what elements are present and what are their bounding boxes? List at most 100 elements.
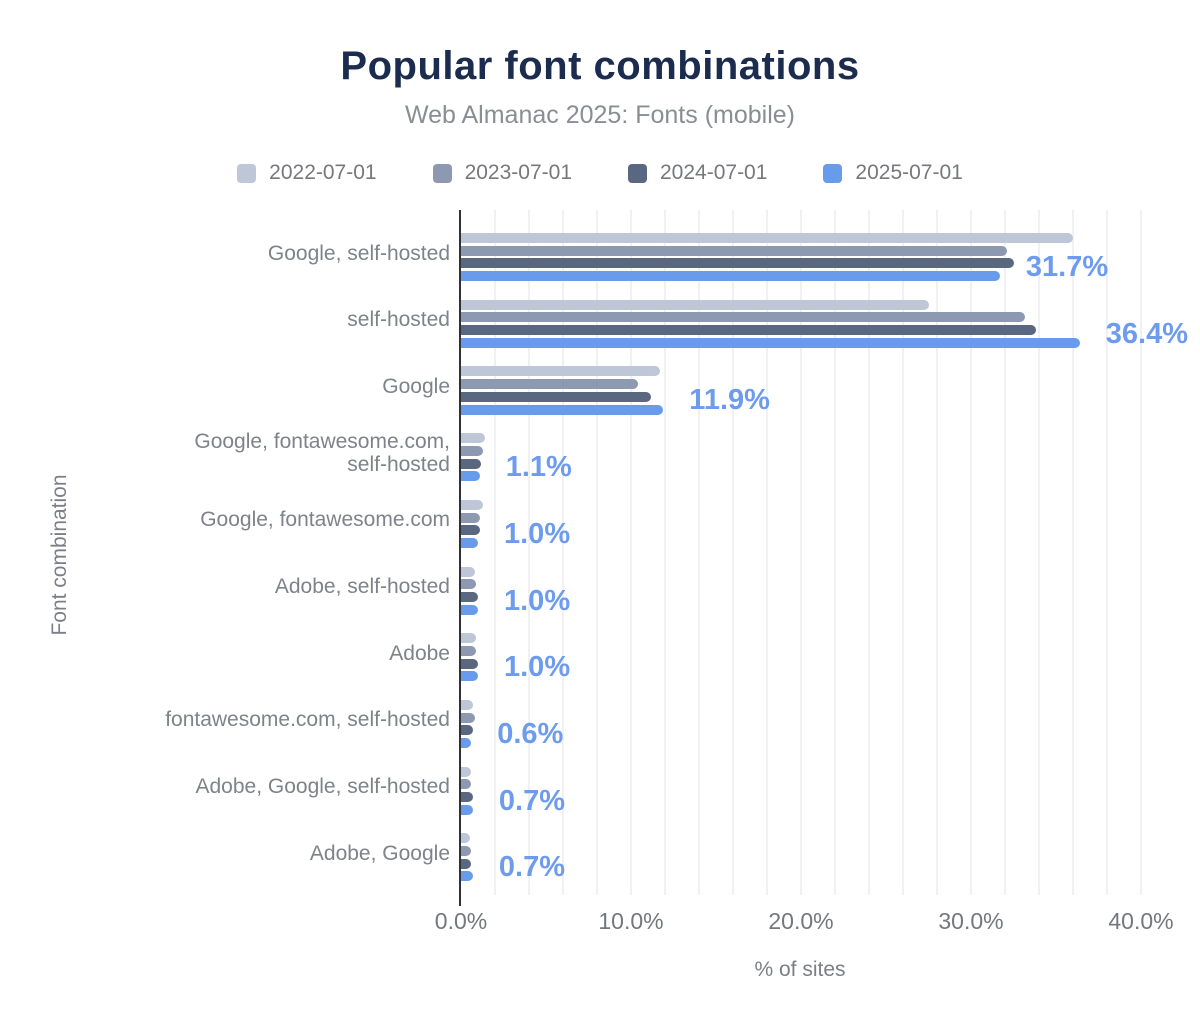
gridline <box>1038 210 1040 895</box>
legend-swatch-icon <box>237 163 257 183</box>
value-label: 36.4% <box>1105 317 1189 350</box>
value-label: 31.7% <box>1025 251 1109 283</box>
gridline <box>664 210 666 895</box>
gridline <box>630 210 632 895</box>
x-tick-label: 30.0% <box>938 908 1004 934</box>
legend-item-2022-07-01: 2022-07-01 <box>237 161 377 185</box>
value-label: 1.0% <box>504 651 571 684</box>
category-label: Google <box>382 374 450 398</box>
legend-item-2025-07-01: 2025-07-01 <box>823 161 963 185</box>
value-label: 1.1% <box>505 451 572 484</box>
value-label: 0.7% <box>498 784 565 817</box>
category-label: Google, self-hosted <box>267 241 450 265</box>
gridline <box>732 210 734 895</box>
value-label: 1.0% <box>504 584 571 617</box>
gridline <box>562 210 564 895</box>
bar-2023-07-01 <box>461 579 477 589</box>
bar-2022-07-01 <box>461 833 470 843</box>
bar-2023-07-01 <box>461 779 472 789</box>
y-axis-line <box>459 210 461 906</box>
bar-2024-07-01 <box>461 859 472 869</box>
bar-2023-07-01 <box>461 646 477 656</box>
bar-2023-07-01 <box>461 246 1007 256</box>
category-label: Adobe, self-hosted <box>274 575 450 598</box>
gridline <box>902 210 904 895</box>
category-label: Google, fontawesome.com <box>200 508 450 532</box>
gridline <box>834 210 836 895</box>
x-tick-label: 40.0% <box>1108 908 1174 934</box>
legend-label: 2025-07-01 <box>855 161 963 184</box>
bar-2022-07-01 <box>461 633 477 643</box>
bar-2022-07-01 <box>461 500 484 510</box>
legend-item-2023-07-01: 2023-07-01 <box>432 161 572 185</box>
bar-2025-07-01 <box>461 671 478 681</box>
bar-2024-07-01 <box>461 725 473 735</box>
value-label: 0.6% <box>497 717 564 750</box>
legend-swatch-icon <box>628 163 647 183</box>
bar-2025-07-01 <box>461 271 1000 281</box>
value-label: 11.9% <box>689 384 770 417</box>
value-label: 1.0% <box>504 517 571 550</box>
gridline <box>766 210 768 895</box>
bar-2023-07-01 <box>461 379 638 389</box>
bar-2025-07-01 <box>461 538 478 548</box>
category-label: Adobe, Google, self-hosted <box>195 775 450 799</box>
gridline <box>800 210 802 895</box>
gridline <box>494 210 496 895</box>
gridline <box>1072 210 1074 895</box>
bar-2024-07-01 <box>461 258 1014 268</box>
bar-2023-07-01 <box>461 513 480 523</box>
bar-2024-07-01 <box>461 325 1036 335</box>
x-tick-label: 20.0% <box>768 908 834 934</box>
bar-2025-07-01 <box>461 605 478 615</box>
category-label: Adobe, Google <box>309 841 450 865</box>
bar-2024-07-01 <box>461 525 480 535</box>
gridline <box>936 210 938 895</box>
chart-subtitle: Web Almanac 2025: Fonts (mobile) <box>404 101 795 129</box>
bar-2022-07-01 <box>461 233 1073 243</box>
category-label: Adobe <box>389 641 450 665</box>
gridline <box>1140 210 1142 895</box>
gridline <box>1106 210 1108 895</box>
bar-2022-07-01 <box>461 767 472 777</box>
bar-2022-07-01 <box>461 300 929 310</box>
category-label: self-hosted <box>347 308 450 332</box>
bar-2024-07-01 <box>461 792 473 802</box>
bar-2025-07-01 <box>461 338 1080 348</box>
chart-title: Popular font combinations <box>340 44 860 88</box>
bar-2022-07-01 <box>461 433 485 443</box>
legend-label: 2023-07-01 <box>464 161 572 184</box>
bar-2023-07-01 <box>461 312 1026 322</box>
legend-item-2024-07-01: 2024-07-01 <box>628 161 767 185</box>
bar-2022-07-01 <box>461 567 475 577</box>
bar-2023-07-01 <box>461 713 475 723</box>
bar-2022-07-01 <box>461 700 473 710</box>
gridline <box>1004 210 1006 895</box>
category-label: fontawesome.com, self-hosted <box>165 708 450 732</box>
bar-2024-07-01 <box>461 592 478 602</box>
gridline <box>868 210 870 895</box>
gridline <box>698 210 700 895</box>
bar-2023-07-01 <box>461 446 484 456</box>
bar-2025-07-01 <box>461 405 664 415</box>
legend-label: 2024-07-01 <box>660 161 768 184</box>
x-axis-title: % of sites <box>754 958 846 981</box>
bar-2024-07-01 <box>461 459 482 469</box>
gridline <box>528 210 530 895</box>
gridline <box>596 210 598 895</box>
x-tick-label: 0.0% <box>434 908 488 934</box>
bar-2024-07-01 <box>461 392 652 402</box>
gridline <box>970 210 972 895</box>
category-label: Google, fontawesome.com, self-hosted <box>194 430 450 477</box>
bar-2025-07-01 <box>461 738 472 748</box>
x-tick-label: 10.0% <box>598 908 664 934</box>
bar-2024-07-01 <box>461 659 478 669</box>
legend: 2022-07-01 2023-07-01 2024-07-01 2025-07-01 <box>0 161 1200 185</box>
bar-2025-07-01 <box>461 805 473 815</box>
bar-2023-07-01 <box>461 846 472 856</box>
bar-2025-07-01 <box>461 471 480 481</box>
legend-swatch-icon <box>432 163 452 183</box>
value-label: 0.7% <box>498 851 565 884</box>
